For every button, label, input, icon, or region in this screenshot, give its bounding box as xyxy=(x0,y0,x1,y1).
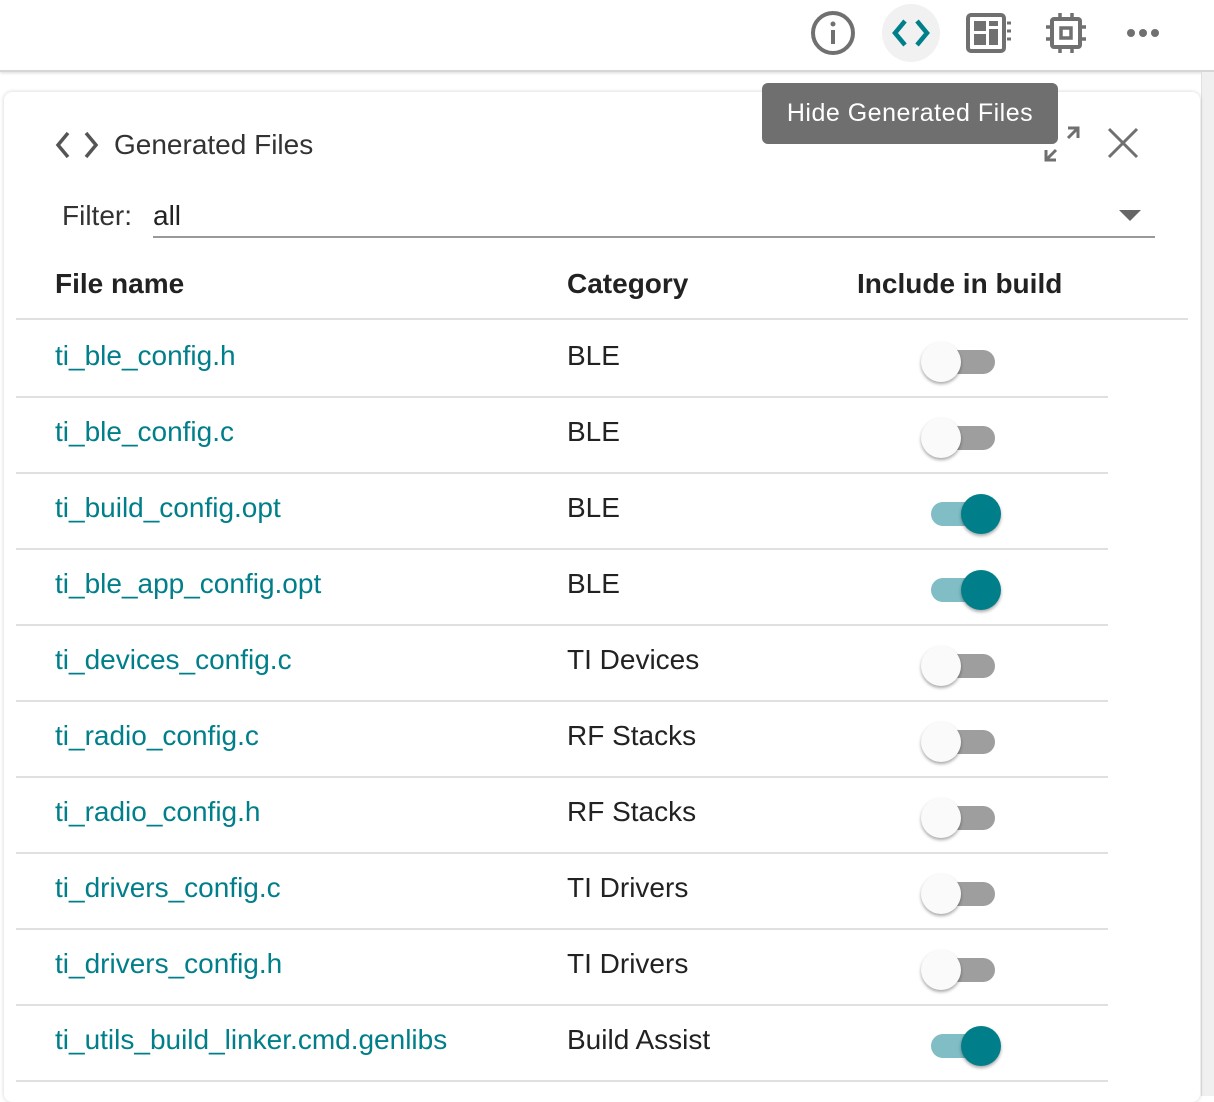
table-row: ti_ble_app_config.opt BLE xyxy=(16,548,1108,626)
category: BLE xyxy=(567,568,620,599)
chevron-down-icon xyxy=(1119,210,1141,221)
table-row: ti_devices_config.c TI Devices xyxy=(16,624,1108,702)
header-divider xyxy=(16,318,1188,320)
panel-title: Generated Files xyxy=(52,128,313,162)
include-toggle[interactable] xyxy=(921,646,1001,686)
generated-files-panel xyxy=(4,92,1200,1102)
layout-button[interactable] xyxy=(959,4,1017,62)
close-icon[interactable] xyxy=(1106,126,1140,160)
include-toggle[interactable] xyxy=(921,494,1001,534)
filter-value: all xyxy=(153,200,182,231)
more-button[interactable] xyxy=(1114,4,1172,62)
category: TI Drivers xyxy=(567,872,689,903)
category: Build Assist xyxy=(567,1024,711,1055)
include-toggle[interactable] xyxy=(921,950,1001,990)
include-toggle[interactable] xyxy=(921,798,1001,838)
file-name-link[interactable]: ti_drivers_config.c xyxy=(55,872,281,903)
toggle-knob xyxy=(961,1026,1001,1066)
info-button[interactable] xyxy=(804,4,862,62)
more-icon xyxy=(1127,29,1159,37)
file-name-link[interactable]: ti_drivers_config.h xyxy=(55,948,283,979)
toggle-knob xyxy=(921,874,961,914)
table-row: ti_radio_config.h RF Stacks xyxy=(16,776,1108,854)
file-name-link[interactable]: ti_ble_config.c xyxy=(55,416,235,447)
filter-label: Filter: xyxy=(62,200,132,231)
include-toggle[interactable] xyxy=(921,1026,1001,1066)
toggle-knob xyxy=(921,722,961,762)
category: RF Stacks xyxy=(567,796,697,827)
header-include: Include in build xyxy=(857,268,1063,299)
include-toggle[interactable] xyxy=(921,874,1001,914)
expand-icon[interactable] xyxy=(1042,124,1084,164)
category: BLE xyxy=(567,340,620,371)
category: RF Stacks xyxy=(567,720,697,751)
table-row: ti_ble_config.h BLE xyxy=(16,320,1108,398)
tooltip: Hide Generated Files xyxy=(762,83,1058,144)
include-toggle[interactable] xyxy=(921,722,1001,762)
toggle-knob xyxy=(921,646,961,686)
file-name-link[interactable]: ti_radio_config.c xyxy=(55,720,259,751)
toggle-knob xyxy=(961,570,1001,610)
panel-title-text: Generated Files xyxy=(114,129,314,160)
info-icon xyxy=(811,11,855,55)
file-name-link[interactable]: ti_utils_build_linker.cmd.genlibs xyxy=(55,1024,448,1055)
file-name-link[interactable]: ti_ble_app_config.opt xyxy=(55,568,322,599)
code-icon xyxy=(892,19,930,47)
table-row: ti_drivers_config.c TI Drivers xyxy=(16,852,1108,930)
table-row: ti_ble_config.c BLE xyxy=(16,396,1108,474)
include-toggle[interactable] xyxy=(921,570,1001,610)
chip-icon xyxy=(1046,13,1086,53)
table-row: ti_drivers_config.h TI Drivers xyxy=(16,928,1108,1006)
table-row: ti_utils_build_linker.cmd.genlibs Build … xyxy=(16,1004,1108,1082)
table-row: ti_radio_config.c RF Stacks xyxy=(16,700,1108,778)
include-toggle[interactable] xyxy=(921,342,1001,382)
toggle-knob xyxy=(921,418,961,458)
file-name-link[interactable]: ti_ble_config.h xyxy=(55,340,236,371)
top-toolbar xyxy=(0,0,1214,72)
code-icon xyxy=(55,131,99,159)
layout-icon xyxy=(966,13,1011,53)
filter-select[interactable]: all xyxy=(153,196,1155,238)
category: TI Drivers xyxy=(567,948,689,979)
category: BLE xyxy=(567,492,620,523)
category: BLE xyxy=(567,416,620,447)
header-category: Category xyxy=(567,268,689,299)
device-button[interactable] xyxy=(1037,4,1095,62)
file-name-link[interactable]: ti_devices_config.c xyxy=(55,644,292,675)
file-name-link[interactable]: ti_build_config.opt xyxy=(55,492,281,523)
header-file-name: File name xyxy=(55,268,185,299)
toggle-knob xyxy=(961,494,1001,534)
toggle-knob xyxy=(921,798,961,838)
toggle-knob xyxy=(921,342,961,382)
include-toggle[interactable] xyxy=(921,418,1001,458)
category: TI Devices xyxy=(567,644,700,675)
table-row: ti_build_config.opt BLE xyxy=(16,472,1108,550)
scrollbar[interactable] xyxy=(1201,72,1214,1096)
toggle-knob xyxy=(921,950,961,990)
generated-files-button[interactable] xyxy=(882,4,940,62)
file-name-link[interactable]: ti_radio_config.h xyxy=(55,796,261,827)
